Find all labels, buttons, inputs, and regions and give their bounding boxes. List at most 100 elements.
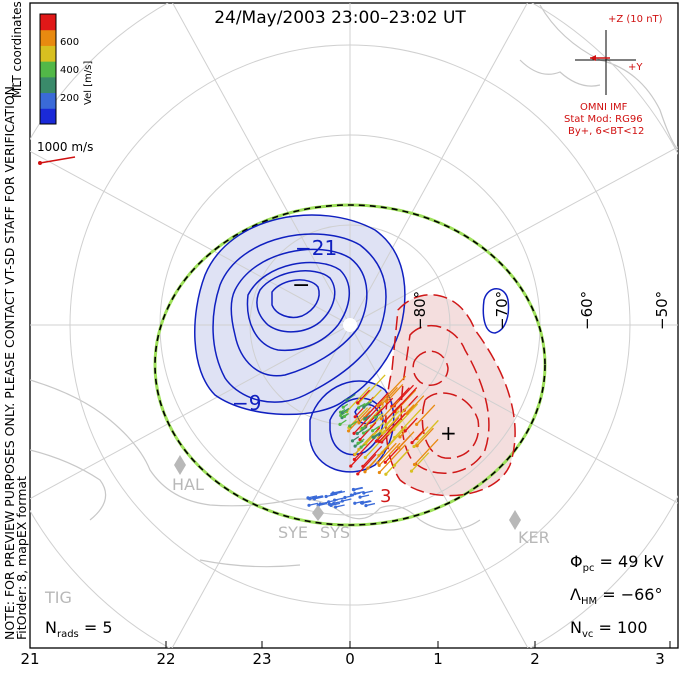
- velocity-vector-origin: [339, 413, 343, 418]
- velocity-vector: [367, 445, 390, 469]
- velocity-vector: [380, 419, 392, 432]
- velocity-vector: [381, 428, 395, 443]
- velocity-vector-origin: [412, 444, 416, 449]
- stat-n-rads: Nrads = 5: [45, 618, 113, 640]
- velocity-vector: [357, 374, 386, 405]
- velocity-vector: [385, 450, 408, 475]
- velocity-vector-origin: [353, 501, 357, 505]
- velocity-vector-origin: [353, 452, 357, 456]
- velocity-vector-origin: [345, 398, 349, 402]
- velocity-vector-origin: [334, 505, 338, 509]
- stat-lambda-sub: HM: [580, 596, 598, 608]
- radar-stations: HAL SYE SYS KER TIG: [44, 455, 550, 607]
- velocity-vector: [406, 395, 425, 414]
- velocity-vector-origin: [356, 472, 360, 476]
- station-ker-marker: [509, 510, 521, 530]
- velocity-vector: [404, 417, 418, 432]
- velocity-vector: [353, 403, 382, 434]
- velocity-vector: [357, 453, 377, 475]
- velocity-vector-origin: [352, 431, 356, 435]
- velocity-vector-origin: [340, 499, 344, 503]
- fit-order-note: FitOrder: 8, mapEX format: [14, 476, 29, 640]
- stat-nvc-value: = 100: [598, 618, 648, 637]
- velocity-vector: [393, 403, 419, 430]
- contour-label-neg21: −21: [295, 236, 337, 260]
- lat-label-80: −80°: [411, 291, 429, 330]
- velocity-vectors: [306, 374, 439, 509]
- velocity-vector-origin: [398, 435, 402, 439]
- velocity-vector: [394, 389, 417, 413]
- colorbar-tick-200: 200: [60, 93, 80, 104]
- velocity-vector: [378, 444, 406, 473]
- velocity-vector-origin: [340, 411, 344, 415]
- velocity-vector: [380, 399, 400, 420]
- velocity-vector-origin: [405, 411, 409, 415]
- velocity-vector: [346, 386, 371, 413]
- colorbar-block: [40, 76, 56, 94]
- vector-scale-label: 1000 m/s: [37, 140, 94, 154]
- velocity-vector-origin: [379, 417, 383, 421]
- map-title: 24/May/2003 23:00–23:02 UT: [214, 8, 466, 28]
- colorbar-unit-label: Vel [m/s]: [83, 60, 94, 105]
- velocity-vector: [346, 393, 356, 401]
- stat-nrads-value: = 5: [83, 618, 113, 637]
- velocity-vector: [364, 429, 392, 458]
- station-sye-marker: [312, 505, 324, 521]
- vector-scale: [38, 156, 76, 165]
- stat-nvc-sub: vc: [581, 629, 594, 641]
- velocity-vector-origin: [363, 455, 367, 460]
- stat-phi-pc-sub: pc: [582, 563, 595, 575]
- velocity-vector: [356, 426, 368, 435]
- velocity-vector-origin: [362, 491, 366, 495]
- velocity-vector-origin: [329, 503, 333, 507]
- potential-min-marker: −: [292, 273, 310, 298]
- velocity-vector: [370, 413, 384, 427]
- velocity-vector-origin: [392, 427, 396, 431]
- velocity-vector-origin: [353, 444, 357, 448]
- velocity-vector: [378, 442, 401, 466]
- station-hal-marker: [174, 455, 186, 475]
- pole-marker: [343, 318, 357, 332]
- velocity-vector: [416, 426, 429, 440]
- velocity-vector-origin: [415, 422, 419, 426]
- colorbar-block: [40, 92, 56, 109]
- velocity-vector-origin: [381, 431, 385, 435]
- velocity-vector-origin: [346, 429, 351, 433]
- velocity-vector-origin: [397, 446, 401, 450]
- velocity-vector: [416, 404, 436, 425]
- station-tig: TIG: [44, 588, 72, 607]
- mlt-label-0: 0: [345, 650, 355, 668]
- velocity-vector-origin: [383, 419, 387, 423]
- velocity-vector-origin: [356, 406, 361, 410]
- velocity-vector-origin: [341, 405, 345, 409]
- stat-phi-pc: Φpc = 49 kV: [570, 552, 664, 574]
- velocity-vector-origin: [311, 496, 316, 500]
- velocity-vector-origin: [355, 431, 359, 436]
- velocity-vector-origin: [358, 437, 362, 442]
- colorbar-block: [40, 14, 56, 31]
- velocity-vector: [369, 389, 382, 403]
- velocity-vector-origin: [376, 404, 380, 408]
- velocity-vector-origin: [363, 470, 367, 474]
- velocity-vector: [386, 384, 404, 403]
- velocity-vector-origin: [370, 429, 375, 433]
- velocity-vector: [377, 442, 397, 464]
- velocity-vector-origin: [348, 424, 352, 428]
- velocity-vector: [394, 408, 422, 438]
- velocity-vector: [358, 410, 371, 424]
- velocity-vector-origin: [384, 472, 388, 476]
- velocity-vector-origin: [350, 439, 355, 443]
- colorbar-block: [40, 61, 56, 78]
- velocity-vector: [391, 387, 410, 407]
- velocity-vector-origin: [349, 464, 353, 468]
- mlt-label-1: 1: [433, 650, 443, 668]
- velocity-vector-origin: [379, 429, 383, 433]
- station-sys: SYS: [320, 523, 350, 542]
- velocity-vector: [350, 452, 364, 467]
- velocity-vector: [384, 402, 403, 422]
- velocity-vector-origin: [364, 503, 368, 508]
- velocity-vector-origin: [307, 503, 311, 507]
- stat-lambda-hm: ΛHM = −66°: [570, 585, 662, 607]
